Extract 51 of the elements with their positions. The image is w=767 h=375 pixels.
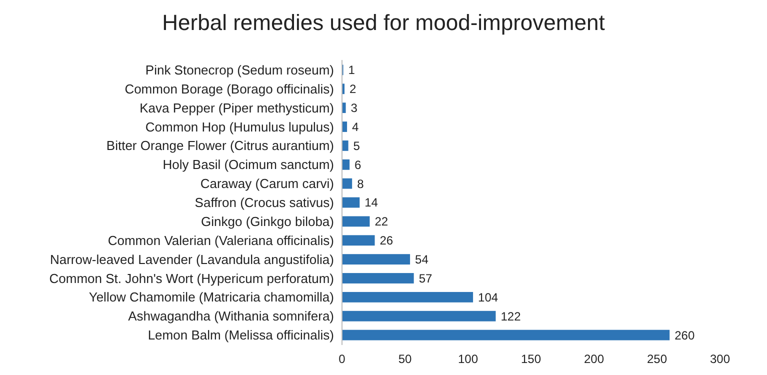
- bar: [342, 159, 350, 170]
- y-tick-label: Ashwagandha (Withania somnifera): [128, 308, 334, 324]
- data-label: 22: [374, 214, 388, 229]
- x-tick-label: 50: [398, 352, 412, 366]
- bar: [342, 178, 352, 189]
- y-tick-label: Bitter Orange Flower (Citrus aurantium): [106, 138, 334, 154]
- y-tick-label: Common Borage (Borago officinalis): [124, 81, 334, 96]
- x-tick-label: 100: [458, 352, 478, 366]
- data-label: 4: [352, 120, 360, 134]
- y-tick-label: Yellow Chamomile (Matricaria chamomilla): [88, 290, 334, 305]
- data-label: 3: [350, 101, 358, 116]
- bar: [342, 292, 474, 302]
- bar: [342, 102, 346, 114]
- y-tick-label: Lemon Balm (Melissa officinalis): [148, 328, 334, 343]
- y-tick-label: Saffron (Crocus sativus): [194, 195, 334, 210]
- data-label: 104: [478, 290, 498, 304]
- bar: [342, 197, 360, 208]
- data-label: 26: [380, 234, 394, 248]
- y-tick-label: Common St. John's Wort (Hypericum perforatum): [49, 270, 334, 286]
- y-tick-label: Holy Basil (Ocimum sanctum): [162, 157, 334, 172]
- x-tick-label: 150: [520, 352, 542, 366]
- x-tick-label: 0: [338, 352, 346, 366]
- y-tick-label: Pink Stonecrop (Sedum roseum): [145, 62, 334, 78]
- data-label: 14: [364, 196, 378, 210]
- bar: [342, 235, 375, 246]
- x-tick-label: 250: [646, 352, 668, 366]
- x-tick-label: 200: [584, 352, 604, 366]
- data-label: 1: [348, 63, 356, 78]
- x-tick-label: 300: [710, 352, 730, 366]
- y-tick-label: Caraway (Carum carvi): [200, 176, 334, 192]
- data-label: 54: [415, 252, 429, 267]
- bar: [342, 273, 414, 284]
- y-tick-label: Ginkgo (Ginkgo biloba): [201, 214, 334, 229]
- chart-title: Herbal remedies used for mood-improvement: [162, 10, 605, 35]
- data-label: 260: [674, 328, 695, 342]
- data-label: 6: [354, 158, 362, 172]
- data-label: 5: [353, 138, 360, 153]
- bar: [342, 122, 348, 132]
- y-tick-label: Narrow-leaved Lavender (Lavandula angustifolia): [50, 252, 334, 267]
- data-label: 2: [350, 82, 357, 96]
- bar: [342, 140, 348, 151]
- bar: [342, 330, 670, 340]
- y-tick-label: Common Valerian (Valeriana officinalis): [108, 232, 334, 248]
- data-label: 57: [418, 271, 432, 286]
- y-tick-label: Kava Pepper (Piper methysticum): [140, 100, 334, 116]
- bar: [342, 254, 410, 265]
- data-label: 122: [500, 309, 522, 324]
- data-label: 8: [357, 176, 364, 191]
- bar: [342, 216, 370, 227]
- y-tick-label: Common Hop (Humulus lupulus): [145, 119, 334, 134]
- bar: [342, 310, 496, 322]
